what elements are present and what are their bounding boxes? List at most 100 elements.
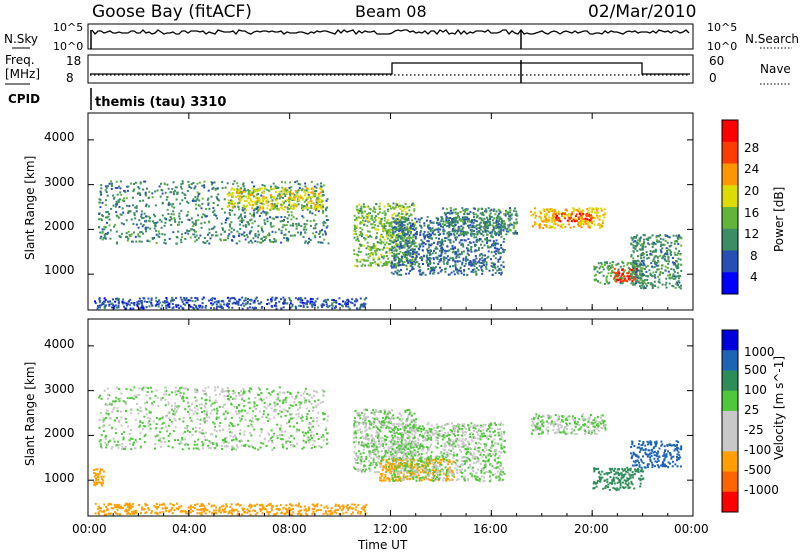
velocity-cell [291,435,294,438]
power-cell [402,206,405,209]
power-cell [654,262,657,265]
power-cell [311,300,314,303]
power-cell [168,201,170,204]
velocity-cell [313,439,316,442]
power-cell [436,247,439,250]
power-cell [462,226,465,229]
power-cell [545,217,548,220]
power-cell [391,232,394,234]
velocity-cell [200,403,203,406]
power-cell [448,234,451,237]
power-cell [211,233,214,236]
power-cell [271,217,274,220]
power-cell [338,297,341,300]
power-cell [599,265,602,268]
power-cell [545,225,548,228]
power-cell [509,222,512,225]
power-cell [169,216,172,219]
power-cell [210,227,213,230]
velocity-cell [115,396,118,399]
power-cell [358,203,361,206]
power-cell [134,206,137,209]
velocity-cell [116,416,118,419]
power-cell [380,242,383,245]
velocity-cell [114,428,117,430]
power-cell [338,303,341,305]
power-cell [360,265,363,267]
power-cell [256,201,259,204]
velocity-cell [179,441,182,444]
power-cell [288,297,291,299]
power-cell [129,307,132,310]
power-cell [144,220,146,223]
power-cell [481,256,484,259]
power-cell [639,269,641,272]
velocity-cell [215,430,218,433]
power-cell [498,212,501,215]
power-cell [481,270,484,273]
power-cell [378,220,381,223]
power-cell [398,215,401,218]
power-cell [233,205,236,208]
power-cell [388,249,391,252]
power-cell [385,241,388,244]
power-cell [368,212,370,215]
power-cell [373,216,376,219]
power-cell [657,275,660,278]
velocity-cell [219,429,221,432]
power-cell [333,301,336,304]
power-cell [469,210,472,213]
velocity-cell [218,405,221,408]
power-cell [106,194,109,197]
power-cell [316,196,319,199]
power-cell [303,200,306,203]
power-cell [456,232,459,235]
power-cell [418,266,421,269]
nave-label: Nave [760,62,791,76]
power-cell [652,243,655,246]
power-cell [401,206,404,209]
power-cell [457,272,460,275]
power-cell [493,265,496,268]
power-cell [490,235,493,238]
power-cell [125,235,127,238]
velocity-cell [291,395,294,398]
power-cell [472,224,474,227]
velocity-cell [153,400,156,403]
power-cell [491,224,494,227]
power-cell [231,302,234,305]
power-cell [398,273,401,276]
power-cell [198,199,201,202]
power-cell [109,229,112,232]
power-cell [236,194,239,197]
velocity-cell [230,423,233,425]
power-cell [115,242,118,245]
power-cell [282,196,284,199]
power-cell [441,223,444,225]
power-cell [236,230,239,233]
power-cell [261,184,264,186]
power-cell [499,216,502,219]
power-cell [161,233,164,236]
power-cell [497,232,499,234]
power-cell [659,241,662,244]
power-cell [441,218,444,221]
power-cell [376,241,379,244]
power-cell [490,244,493,247]
power-cell [204,215,207,218]
power-cell [198,181,201,184]
power-cell [292,222,295,225]
power-cell [384,262,387,265]
power-cell [444,268,446,271]
power-cell [255,202,258,205]
velocity-cell [218,424,221,427]
power-cell [489,212,492,215]
power-cell [373,207,376,210]
power-cell [408,209,411,212]
power-cell [102,303,105,305]
power-cell [289,189,292,192]
power-cell [269,240,272,243]
power-cell [308,195,310,198]
power-cell [280,307,283,310]
power-cell [412,202,415,205]
